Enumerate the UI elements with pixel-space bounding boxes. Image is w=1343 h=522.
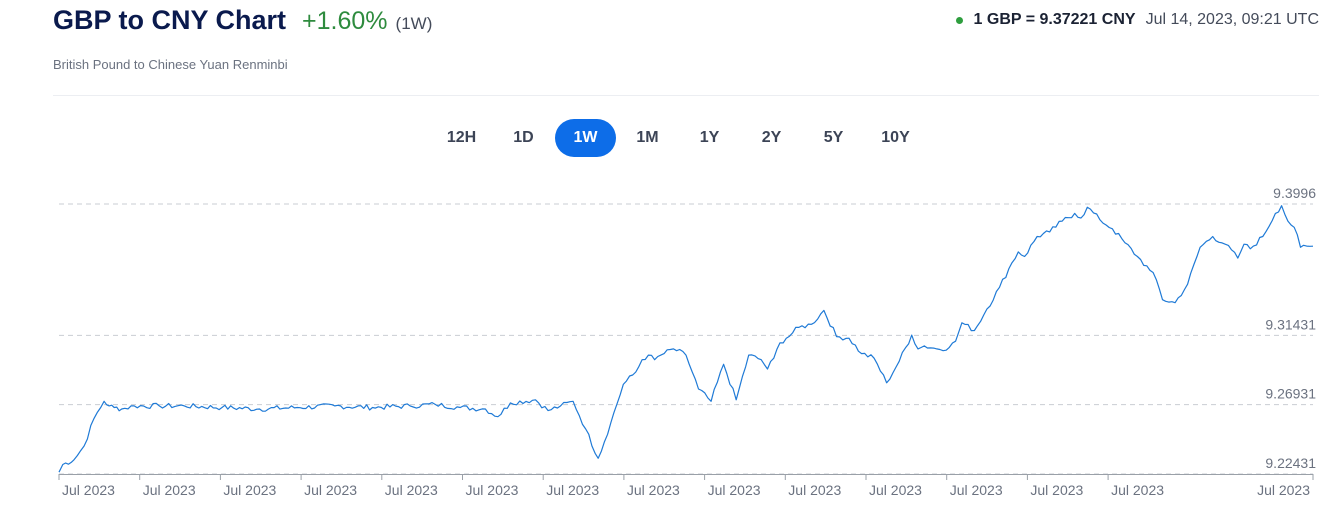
live-status-icon xyxy=(955,16,963,24)
change-period: (1W) xyxy=(395,14,433,33)
page-title: GBP to CNY Chart xyxy=(53,5,287,35)
x-tick-label: Jul 2023 xyxy=(385,482,438,498)
header-divider xyxy=(53,95,1319,96)
y-tick-label: 9.3996 xyxy=(1273,185,1316,201)
page-subtitle: British Pound to Chinese Yuan Renminbi xyxy=(53,57,288,72)
x-tick-label: Jul 2023 xyxy=(708,482,761,498)
range-5y-button[interactable]: 5Y xyxy=(823,129,844,146)
x-tick-label: Jul 2023 xyxy=(546,482,599,498)
x-tick-label: Jul 2023 xyxy=(1257,482,1310,498)
x-tick-label: Jul 2023 xyxy=(223,482,276,498)
range-1m-button[interactable]: 1M xyxy=(636,129,659,146)
x-tick-label: Jul 2023 xyxy=(788,482,841,498)
rate-value: 1 GBP = 9.37221 CNY xyxy=(973,11,1136,28)
range-selector: 12H 1D 1W 1M 1Y 2Y 5Y 10Y xyxy=(431,119,927,157)
x-tick-label: Jul 2023 xyxy=(950,482,1003,498)
range-1y-button[interactable]: 1Y xyxy=(699,129,720,146)
range-10y-button[interactable]: 10Y xyxy=(881,129,910,146)
x-tick-label: Jul 2023 xyxy=(1030,482,1083,498)
x-tick-label: Jul 2023 xyxy=(869,482,922,498)
range-2y-button[interactable]: 2Y xyxy=(761,129,782,146)
series-line xyxy=(58,205,1314,473)
x-tick-label: Jul 2023 xyxy=(143,482,196,498)
range-1d-button[interactable]: 1D xyxy=(513,129,534,146)
rate-readout: 1 GBP = 9.37221 CNY Jul 14, 2023, 09:21 … xyxy=(955,11,1319,29)
y-tick-label: 9.22431 xyxy=(1265,455,1316,471)
y-tick-label: 9.26931 xyxy=(1265,386,1316,402)
y-tick-label: 9.31431 xyxy=(1265,316,1316,332)
x-tick-label: Jul 2023 xyxy=(62,482,115,498)
change-percent: +1.60% xyxy=(302,7,388,35)
x-tick-label: Jul 2023 xyxy=(466,482,519,498)
x-tick-label: Jul 2023 xyxy=(1111,482,1164,498)
range-12h-button[interactable]: 12H xyxy=(446,129,477,146)
x-tick-label: Jul 2023 xyxy=(627,482,680,498)
title-row: GBP to CNY Chart +1.60% (1W) xyxy=(53,5,432,36)
x-tick-label: Jul 2023 xyxy=(304,482,357,498)
rate-timestamp: Jul 14, 2023, 09:21 UTC xyxy=(1145,11,1319,28)
range-1w-button[interactable]: 1W xyxy=(555,119,616,157)
